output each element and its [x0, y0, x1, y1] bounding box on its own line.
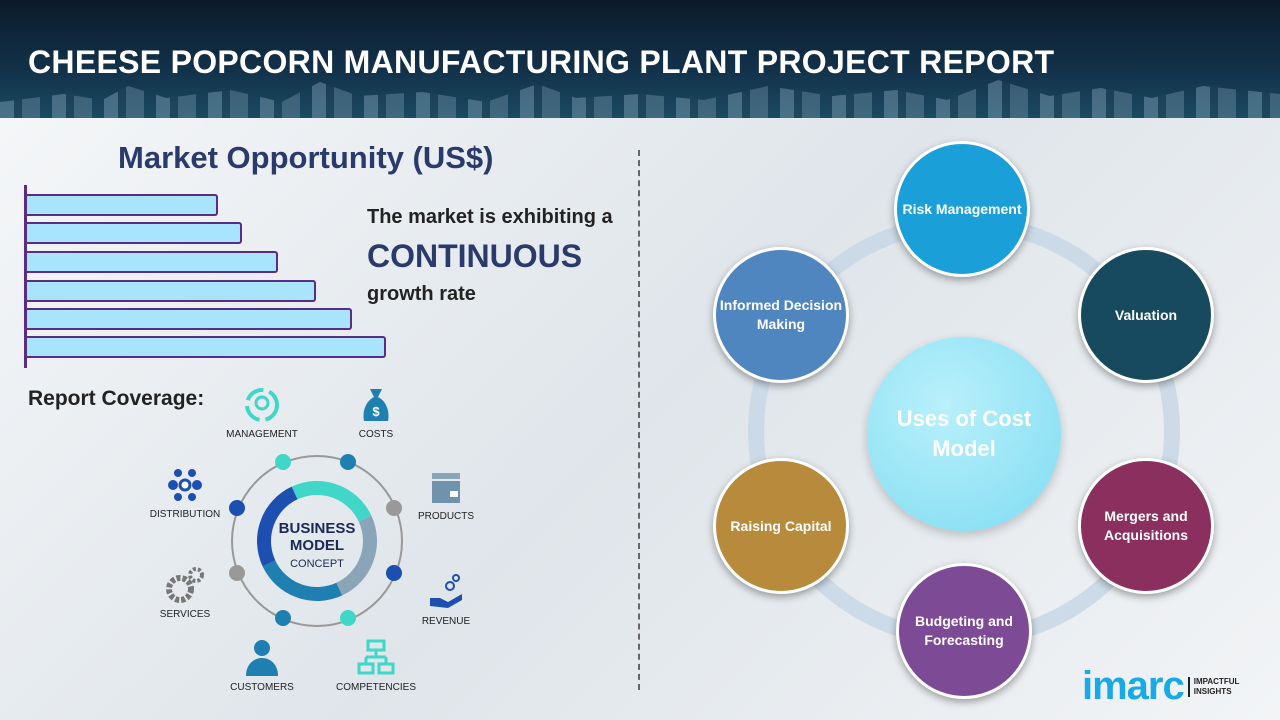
imarc-logo: imarc IMPACTFUL INSIGHTS: [1082, 664, 1239, 709]
ring-dot: [229, 565, 245, 581]
node-raising-capital: Raising Capital: [713, 458, 849, 594]
coverage-costs: $ COSTS: [331, 385, 421, 440]
hierarchy-icon: [357, 639, 395, 675]
label: MANAGEMENT: [226, 429, 298, 440]
center-line1: BUSINESS: [278, 520, 356, 537]
growth-bar: [27, 222, 242, 244]
coverage-customers: CUSTOMERS: [217, 638, 307, 693]
center-line2: MODEL: [289, 537, 345, 554]
tagline-1: IMPACTFUL: [1193, 676, 1240, 686]
ring-dot: [229, 500, 245, 516]
logo-tagline: IMPACTFUL INSIGHTS: [1187, 676, 1240, 697]
growth-bar: [27, 251, 278, 273]
logo-wordmark: imarc: [1082, 664, 1185, 708]
ring-dot: [275, 610, 291, 626]
node-risk-management: Risk Management: [894, 141, 1030, 277]
growth-bar: [27, 336, 386, 358]
node-budgeting-forecasting: Budgeting and Forecasting: [896, 563, 1032, 699]
ring-dot: [340, 454, 356, 470]
growth-bar: [27, 194, 218, 216]
svg-text:$: $: [372, 404, 380, 419]
lightbulb-cycle-icon: [245, 388, 279, 422]
divider: [638, 150, 640, 690]
node-valuation: Valuation: [1078, 247, 1214, 383]
market-text-3: growth rate: [367, 283, 476, 305]
label: SERVICES: [159, 609, 211, 620]
coverage-management: MANAGEMENT: [217, 385, 307, 440]
ring-dot: [275, 454, 291, 470]
coverage-products: PRODUCTS: [401, 467, 491, 522]
money-bag-icon: $: [363, 389, 389, 421]
page-title: CHEESE POPCORN MANUFACTURING PLANT PROJE…: [28, 44, 1055, 80]
growth-bar: [27, 280, 316, 302]
node-informed-decision-making: Informed Decision Making: [713, 247, 849, 383]
market-title: Market Opportunity (US$): [118, 140, 494, 175]
ring-dot: [340, 610, 356, 626]
ring-dot: [386, 565, 402, 581]
city-skyline: [0, 80, 1280, 118]
box-icon: [432, 473, 460, 503]
coverage-services: SERVICES: [140, 565, 230, 620]
label: DISTRIBUTION: [149, 509, 221, 520]
label: COMPETENCIES: [335, 682, 416, 693]
network-icon: [168, 469, 202, 501]
business-model-ring: [231, 455, 403, 627]
growth-bar: [27, 308, 352, 330]
center-line3: CONCEPT: [290, 558, 344, 570]
report-coverage-title: Report Coverage:: [28, 387, 205, 410]
bar-axis: [24, 185, 27, 368]
node-mergers-acquisitions: Mergers and Acquisitions: [1078, 458, 1214, 594]
market-text-1: The market is exhibiting a: [367, 206, 613, 228]
coverage-revenue: REVENUE: [401, 572, 491, 627]
market-text-2: CONTINUOUS: [367, 238, 583, 274]
cost-model-center: Uses of Cost Model: [867, 337, 1061, 531]
ring-dot: [386, 500, 402, 516]
tagline-2: INSIGHTS: [1193, 686, 1232, 696]
label: REVENUE: [421, 616, 471, 627]
person-icon: [246, 640, 278, 676]
label: CUSTOMERS: [230, 682, 294, 693]
coverage-competencies: COMPETENCIES: [331, 638, 421, 693]
hand-coins-icon: [430, 574, 462, 608]
header-banner: CHEESE POPCORN MANUFACTURING PLANT PROJE…: [0, 0, 1280, 118]
label: PRODUCTS: [417, 511, 475, 522]
coverage-distribution: DISTRIBUTION: [140, 465, 230, 520]
gears-icon: [166, 567, 204, 603]
business-model-center: BUSINESS MODEL CONCEPT: [257, 520, 377, 572]
label: COSTS: [358, 429, 394, 440]
